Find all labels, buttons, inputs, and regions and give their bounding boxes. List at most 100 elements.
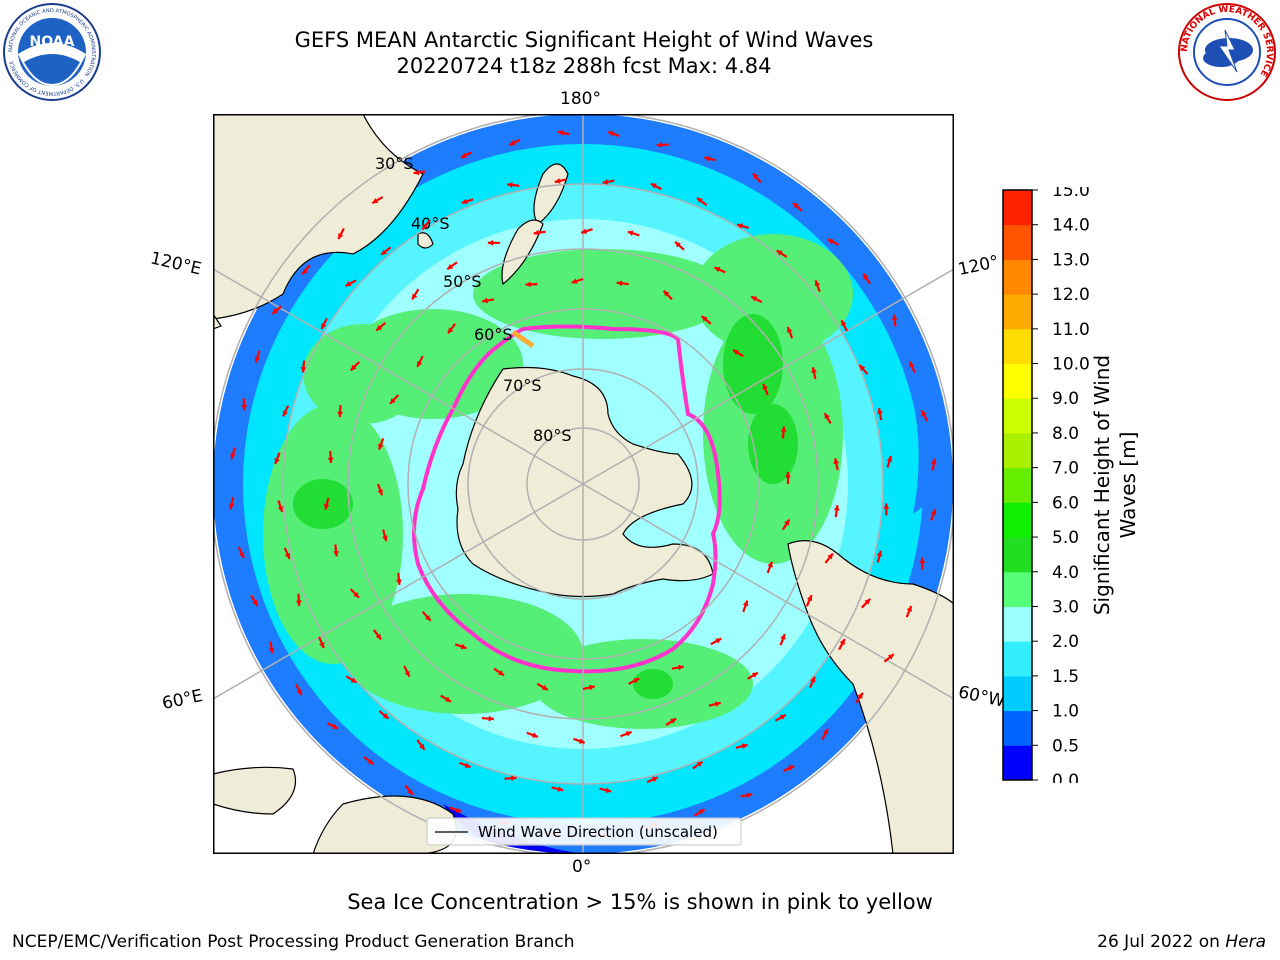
wave-arrow-head: [571, 278, 578, 284]
wave-arrow-head: [425, 614, 431, 621]
wave-arrow-head: [633, 678, 640, 684]
longitude-grid: [213, 114, 954, 854]
lat-label-70: 70°S: [503, 376, 542, 395]
wave-arrow-head: [419, 743, 425, 750]
wave-arrow-head: [327, 457, 334, 463]
wave-arrow-head: [701, 316, 708, 322]
wave-arrow-head: [698, 809, 705, 815]
wave-arrow-head: [779, 714, 786, 720]
wave-arrow-head: [891, 314, 898, 321]
wave-arrow-head: [588, 684, 595, 691]
wave-arrow-head: [230, 453, 236, 460]
wave-arrow-head: [350, 677, 357, 683]
colorbar-swatch: [1003, 467, 1032, 503]
wave-arrow-head: [295, 600, 302, 606]
wave-arrow-head: [377, 489, 383, 496]
wave-arrow-head: [930, 509, 937, 516]
wave-arrow-head: [930, 458, 937, 465]
colorbar-swatch: [1003, 224, 1032, 260]
wave-arrow-head: [372, 197, 379, 204]
colorbar-tick-label: 12.0: [1052, 285, 1090, 305]
wave-arrow-head: [284, 552, 291, 559]
wave-arrow-head: [333, 550, 339, 557]
colorbar-tick-label: 0.5: [1052, 736, 1079, 756]
lon-label-60e: 60°E: [160, 685, 205, 715]
wave-arrow-head: [788, 765, 795, 771]
wave-arrow-head: [793, 202, 799, 209]
wave-arrow-head: [863, 273, 869, 280]
wave-arrow-head: [487, 239, 494, 246]
wave-arrow-head: [814, 280, 821, 287]
colorbar-tick-label: 14.0: [1052, 216, 1090, 236]
wave-arrow-head: [461, 198, 468, 205]
wave-arrow-head: [859, 365, 866, 372]
wave-arrow-head: [806, 595, 813, 602]
noaa-logo: NOAA NATIONAL OCEANIC AND ATMOSPHERIC AD…: [3, 3, 101, 101]
lat-label-40: 40°S: [411, 214, 450, 233]
wave-arrow-head: [488, 715, 494, 722]
colorbar-swatch: [1003, 571, 1032, 607]
chart-subtitle: 20220724 t18z 288h fcst Max: 4.84: [396, 54, 772, 78]
wave-arrow-head: [656, 142, 663, 148]
wave-arrow-head: [447, 327, 454, 334]
colorbar-swatch: [1003, 328, 1032, 365]
wave-arrow-head: [321, 323, 327, 330]
wave-arrow-head: [238, 551, 245, 558]
wave-arrow-head: [323, 503, 330, 510]
wave-arrow-head: [268, 647, 275, 654]
lon-label-60w: 60°W: [956, 682, 1007, 712]
wave-arrow-head: [605, 787, 612, 793]
wave-arrow-head: [296, 689, 302, 696]
wave-arrow-head: [602, 179, 609, 185]
colorbar-ticks: 0.0 0.5 1.0 1.5 2.0 3.0 4.0 5.0 6.0 7.0 8.0 9.0 10.0…: [1032, 187, 1090, 783]
wave-arrow-head: [811, 367, 817, 373]
wave-arrow-head: [525, 281, 531, 288]
colorbar-tick-label: 3.0: [1052, 597, 1079, 617]
wave-arrow-head: [742, 600, 749, 607]
wave-arrow-head: [455, 807, 462, 813]
wave-arrow-head: [616, 280, 623, 287]
wave-arrow-head: [921, 410, 927, 417]
wave-arrow-head: [254, 356, 261, 363]
australia: [213, 114, 424, 320]
sea-ice-edge: [412, 324, 722, 674]
lon-label-180: 180°: [560, 89, 601, 109]
wave-arrow-head: [827, 239, 834, 245]
antarctica: [455, 366, 714, 598]
colorbar-tick-label: 11.0: [1052, 320, 1090, 340]
wave-arrow-head: [650, 183, 657, 189]
colorbar-swatch: [1003, 675, 1032, 712]
wave-arrow-head: [412, 293, 418, 300]
colorbar-tick-label: 1.0: [1052, 702, 1079, 722]
wave-arrow-head: [228, 503, 235, 510]
wave-arrow-head: [332, 723, 339, 729]
wave-arrow-head: [382, 535, 388, 542]
colorbar-swatch: [1003, 537, 1032, 573]
colorbar-tick-label: 15.0: [1052, 187, 1090, 201]
wave-arrow-head: [345, 280, 352, 287]
wave-arrow-head: [833, 505, 840, 511]
wave-arrow-head: [670, 718, 677, 724]
wave-arrow-head: [714, 701, 721, 707]
legend-text: Wind Wave Direction (unscaled): [478, 823, 718, 841]
wave-arrow-head: [762, 383, 768, 390]
lat-label-60: 60°S: [474, 325, 513, 344]
colorbar-tick-label: 0.0: [1052, 771, 1079, 783]
australia-tip: [213, 312, 222, 330]
lat-label-80: 80°S: [533, 426, 572, 445]
colorbar-swatch: [1003, 190, 1032, 226]
wave-arrow-head: [376, 324, 383, 331]
wave-arrow-head: [300, 366, 307, 373]
colorbar-tick-label: 13.0: [1052, 250, 1090, 270]
wave-arrow-head: [272, 308, 279, 314]
chart-title: GEFS MEAN Antarctic Significant Height o…: [294, 28, 874, 52]
wave-arrow-head: [282, 410, 288, 417]
wave-arrow-head: [741, 743, 748, 750]
wave-arrow-head: [784, 519, 790, 526]
wave-arrow-head: [319, 642, 325, 649]
wave-arrow-head: [460, 152, 467, 158]
wave-arrow-head: [876, 550, 883, 557]
wave-arrow-head: [581, 228, 588, 234]
wave-arrow-head: [751, 296, 758, 302]
wave-arrow-head: [367, 758, 374, 765]
